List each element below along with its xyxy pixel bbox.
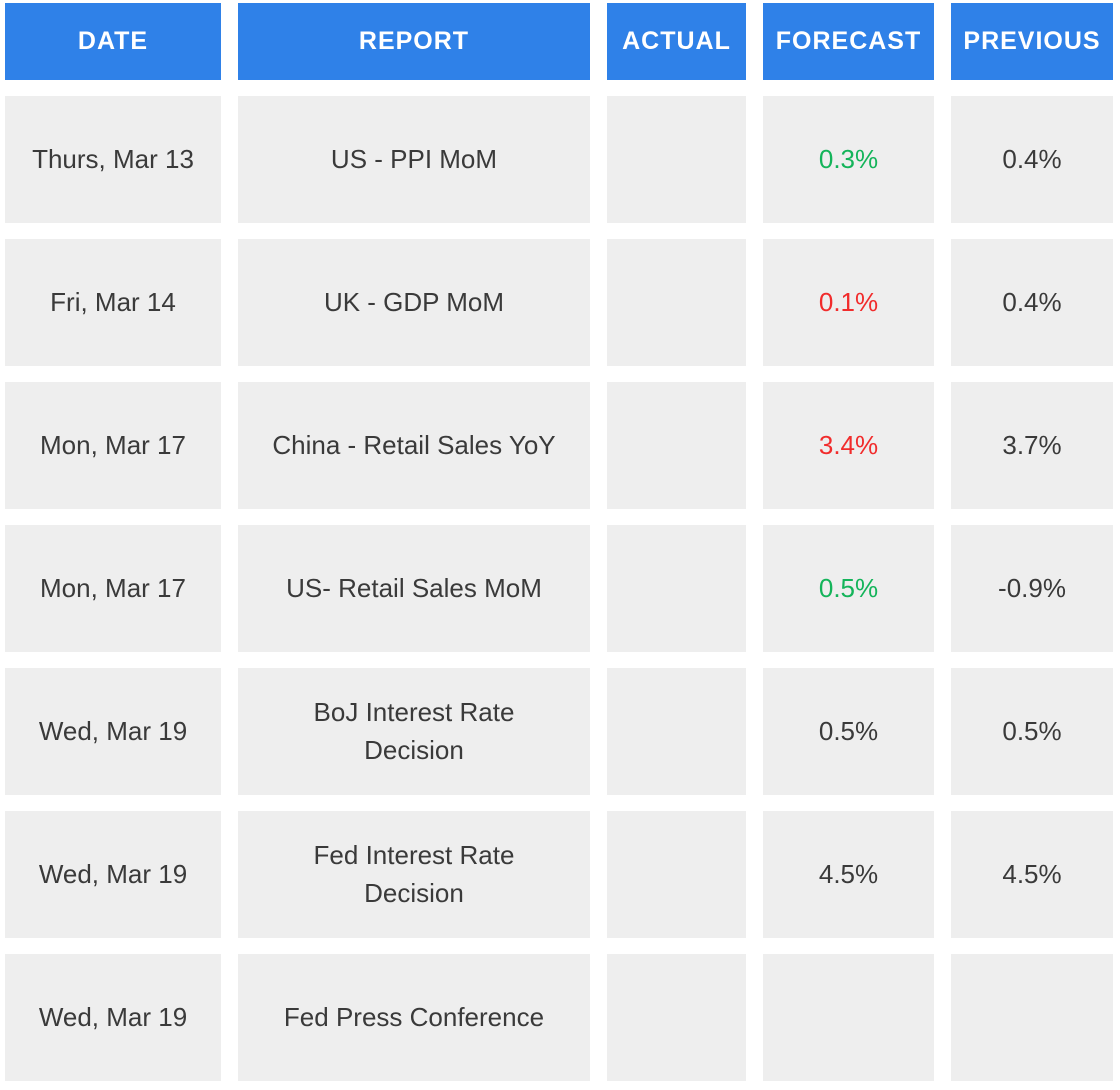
cell-date: Wed, Mar 19 — [5, 954, 221, 1081]
column-header-report: REPORT — [238, 3, 590, 80]
cell-date: Wed, Mar 19 — [5, 668, 221, 795]
cell-actual — [607, 811, 746, 938]
cell-forecast: 0.3% — [763, 96, 934, 223]
cell-actual — [607, 239, 746, 366]
cell-previous: -0.9% — [951, 525, 1113, 652]
cell-report: US- Retail Sales MoM — [238, 525, 590, 652]
cell-actual — [607, 954, 746, 1081]
cell-date: Mon, Mar 17 — [5, 525, 221, 652]
cell-previous: 0.4% — [951, 96, 1113, 223]
cell-actual — [607, 96, 746, 223]
cell-report: China - Retail Sales YoY — [238, 382, 590, 509]
cell-date: Fri, Mar 14 — [5, 239, 221, 366]
economic-calendar-table: DATE REPORT ACTUAL FORECAST PREVIOUS Thu… — [5, 3, 1113, 1081]
cell-actual — [607, 525, 746, 652]
cell-forecast: 0.1% — [763, 239, 934, 366]
cell-report: Fed Press Conference — [238, 954, 590, 1081]
cell-date: Mon, Mar 17 — [5, 382, 221, 509]
cell-report: Fed Interest Rate Decision — [238, 811, 590, 938]
cell-actual — [607, 668, 746, 795]
cell-forecast: 0.5% — [763, 668, 934, 795]
cell-forecast: 3.4% — [763, 382, 934, 509]
column-header-forecast: FORECAST — [763, 3, 934, 80]
cell-report: UK - GDP MoM — [238, 239, 590, 366]
cell-report: BoJ Interest Rate Decision — [238, 668, 590, 795]
cell-date: Thurs, Mar 13 — [5, 96, 221, 223]
cell-report: US - PPI MoM — [238, 96, 590, 223]
cell-actual — [607, 382, 746, 509]
column-header-actual: ACTUAL — [607, 3, 746, 80]
cell-previous: 0.5% — [951, 668, 1113, 795]
cell-previous — [951, 954, 1113, 1081]
cell-previous: 4.5% — [951, 811, 1113, 938]
cell-previous: 0.4% — [951, 239, 1113, 366]
cell-previous: 3.7% — [951, 382, 1113, 509]
cell-forecast: 4.5% — [763, 811, 934, 938]
cell-forecast — [763, 954, 934, 1081]
column-header-date: DATE — [5, 3, 221, 80]
cell-forecast: 0.5% — [763, 525, 934, 652]
column-header-previous: PREVIOUS — [951, 3, 1113, 80]
cell-date: Wed, Mar 19 — [5, 811, 221, 938]
